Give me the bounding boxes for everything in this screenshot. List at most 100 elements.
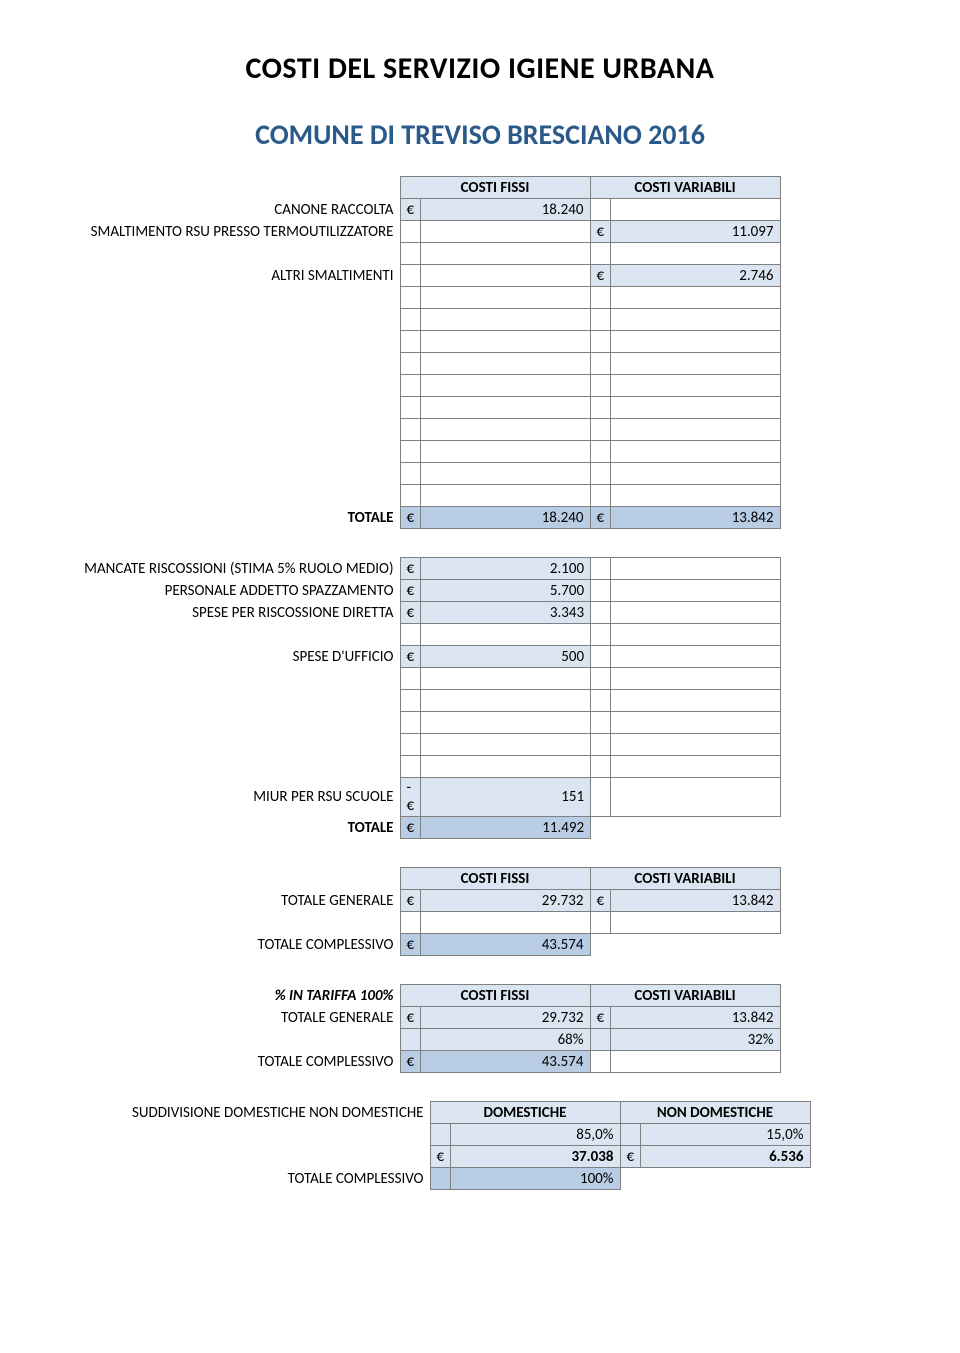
label: SPESE D'UFFICIO — [60, 646, 400, 668]
header-row: COSTI FISSI COSTI VARIABILI — [60, 868, 780, 890]
row-spese-ufficio: SPESE D'UFFICIO € 500 — [60, 646, 781, 668]
value-var: 2.746 — [611, 265, 780, 287]
value-fissi — [421, 221, 590, 243]
label-totale: TOTALE — [60, 507, 400, 529]
header-row: SUDDIVISIONE DOMESTICHE NON DOMESTICHE D… — [60, 1102, 810, 1124]
label: TOTALE COMPLESSIVO — [60, 934, 400, 956]
costs-top-table: COSTI FISSI COSTI VARIABILI CANONE RACCO… — [60, 176, 781, 529]
blank-row — [60, 331, 780, 353]
currency: € — [590, 265, 611, 287]
value: 151 — [421, 778, 591, 817]
value-var: 13.842 — [611, 890, 780, 912]
tariffa-label: % IN TARIFFA 100% — [60, 985, 400, 1007]
label: ALTRI SMALTIMENTI — [60, 265, 400, 287]
currency: € — [400, 1051, 421, 1073]
blank-row — [60, 485, 780, 507]
blank-row — [60, 756, 781, 778]
tariffa-table: % IN TARIFFA 100% COSTI FISSI COSTI VARI… — [60, 984, 781, 1073]
row-totale-complessivo: TOTALE COMPLESSIVO € 43.574 — [60, 1051, 780, 1073]
row-amounts: € 37.038 € 6.536 — [60, 1146, 810, 1168]
blank-row — [60, 419, 780, 441]
costs-mid-table: MANCATE RISCOSSIONI (STIMA 5% RUOLO MEDI… — [60, 557, 781, 839]
label: TOTALE GENERALE — [60, 890, 400, 912]
row-smaltimento-rsu: SMALTIMENTO RSU PRESSO TERMOUTILIZZATORE… — [60, 221, 780, 243]
row-canone-raccolta: CANONE RACCOLTA € 18.240 — [60, 199, 780, 221]
blank-label — [60, 243, 400, 265]
row-mancate-riscossioni: MANCATE RISCOSSIONI (STIMA 5% RUOLO MEDI… — [60, 558, 781, 580]
value-var: 13.842 — [611, 507, 780, 529]
blank-row — [60, 287, 780, 309]
currency: € — [400, 890, 421, 912]
blank-row — [60, 690, 781, 712]
header-costi-variabili: COSTI VARIABILI — [590, 868, 780, 890]
blank-row — [60, 912, 780, 934]
currency: € — [400, 602, 421, 624]
label: CANONE RACCOLTA — [60, 199, 400, 221]
label: TOTALE COMPLESSIVO — [60, 1168, 430, 1190]
label: PERSONALE ADDETTO SPAZZAMENTO — [60, 580, 400, 602]
pct-nondom: 15,0% — [641, 1124, 810, 1146]
label: TOTALE COMPLESSIVO — [60, 1051, 400, 1073]
currency: € — [400, 558, 421, 580]
header-costi-variabili: COSTI VARIABILI — [590, 177, 780, 199]
value: 500 — [421, 646, 591, 668]
header-row: COSTI FISSI COSTI VARIABILI — [60, 177, 780, 199]
blank-row — [60, 309, 780, 331]
currency: € — [590, 890, 611, 912]
label: SUDDIVISIONE DOMESTICHE NON DOMESTICHE — [60, 1102, 430, 1124]
value-fissi: 18.240 — [421, 199, 590, 221]
currency: € — [400, 1007, 421, 1029]
blank-row — [60, 243, 780, 265]
domestiche-table: SUDDIVISIONE DOMESTICHE NON DOMESTICHE D… — [60, 1101, 811, 1190]
blank-row — [60, 353, 780, 375]
currency: € — [400, 817, 421, 839]
value: 11.492 — [421, 817, 591, 839]
value-var: 11.097 — [611, 221, 780, 243]
blank-label — [60, 177, 400, 199]
row-totale-section2: TOTALE € 11.492 — [60, 817, 781, 839]
value: 43.574 — [421, 1051, 590, 1073]
value-fissi: 29.732 — [421, 890, 590, 912]
blank-row — [60, 463, 780, 485]
blank-row — [60, 397, 780, 419]
currency: € — [590, 507, 611, 529]
row-miur-scuole: MIUR PER RSU SCUOLE -€ 151 — [60, 778, 781, 817]
header-costi-fissi: COSTI FISSI — [400, 985, 590, 1007]
row-totale-section1: TOTALE € 18.240 € 13.842 — [60, 507, 780, 529]
label: SMALTIMENTO RSU PRESSO TERMOUTILIZZATORE — [60, 221, 400, 243]
currency: € — [430, 1146, 451, 1168]
blank-row — [60, 668, 781, 690]
blank-row — [60, 375, 780, 397]
header-domestiche: DOMESTICHE — [430, 1102, 620, 1124]
row-totale-generale: TOTALE GENERALE € 29.732 € 13.842 — [60, 1007, 780, 1029]
header-costi-variabili: COSTI VARIABILI — [590, 985, 780, 1007]
blank-row — [60, 734, 781, 756]
page: COSTI DEL SERVIZIO IGIENE URBANA COMUNE … — [0, 0, 960, 1278]
currency: € — [400, 934, 421, 956]
value-var — [611, 199, 780, 221]
blank-row — [60, 441, 780, 463]
row-spese-riscossione-diretta: SPESE PER RISCOSSIONE DIRETTA € 3.343 — [60, 602, 781, 624]
blank-cell — [400, 221, 421, 243]
value: 100% — [451, 1168, 620, 1190]
label: SPESE PER RISCOSSIONE DIRETTA — [60, 602, 400, 624]
document-title: COSTI DEL SERVIZIO IGIENE URBANA — [60, 50, 900, 87]
value-fissi: 29.732 — [421, 1007, 590, 1029]
value: 3.343 — [421, 602, 591, 624]
pct-fissi: 68% — [421, 1029, 590, 1051]
row-totale-generale: TOTALE GENERALE € 29.732 € 13.842 — [60, 890, 780, 912]
currency: € — [400, 507, 421, 529]
currency: € — [590, 1007, 611, 1029]
row-percentages: 85,0% 15,0% — [60, 1124, 810, 1146]
value-var: 13.842 — [611, 1007, 780, 1029]
blank-cell — [590, 199, 611, 221]
value: 5.700 — [421, 580, 591, 602]
currency: € — [620, 1146, 641, 1168]
value-fissi: 18.240 — [421, 507, 590, 529]
header-costi-fissi: COSTI FISSI — [400, 177, 590, 199]
label-totale: TOTALE — [60, 817, 400, 839]
row-totale-complessivo: TOTALE COMPLESSIVO € 43.574 — [60, 934, 780, 956]
row-totale-complessivo: TOTALE COMPLESSIVO 100% — [60, 1168, 810, 1190]
amount-nondom: 6.536 — [641, 1146, 810, 1168]
pct-var: 32% — [611, 1029, 780, 1051]
